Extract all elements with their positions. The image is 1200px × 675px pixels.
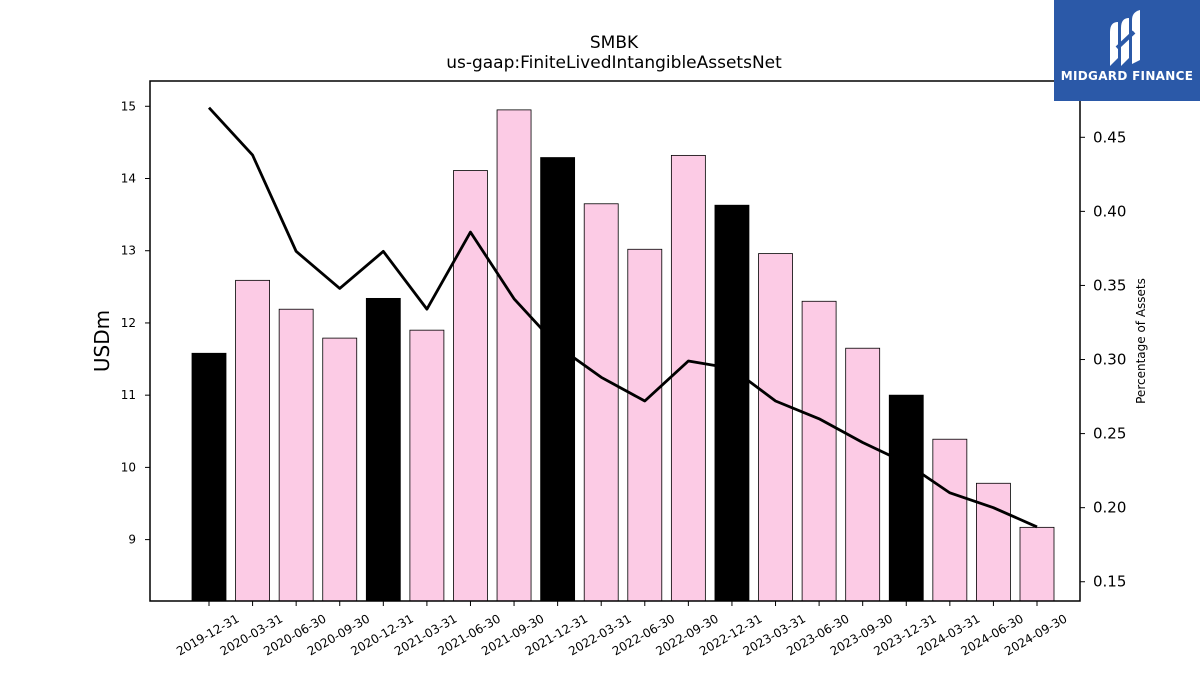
bar-2020-09-30: [322, 337, 358, 602]
chart-subtitle: us-gaap:FiniteLivedIntangibleAssetsNet: [446, 53, 782, 73]
bars-layer: [191, 109, 1055, 602]
y-right-tick-label: 0.30: [1093, 351, 1126, 369]
bar-2023-03-31: [758, 253, 793, 602]
bar-2019-12-31: [191, 352, 227, 602]
bar-2023-12-31: [888, 394, 924, 602]
y-right-tick-label: 0.45: [1093, 128, 1126, 146]
y-tick-label: 10: [121, 460, 136, 474]
y-tick-label: 15: [121, 99, 136, 113]
y-tick-label: 14: [121, 172, 136, 186]
y-right-tick-label: 0.35: [1093, 276, 1126, 294]
bar-2021-09-30: [496, 109, 532, 602]
y-tick-label: 12: [121, 316, 136, 330]
percentage-line: [207, 106, 1038, 529]
bar-2020-03-31: [235, 279, 270, 602]
bar-2022-12-31: [714, 204, 750, 602]
plot-frame: [149, 80, 1081, 602]
bar-2024-09-30: [1019, 526, 1055, 602]
y-axis-right-label: Percentage of Assets: [1134, 278, 1148, 404]
y-right-tick-label: 0.15: [1093, 573, 1126, 591]
bar-2022-03-31: [583, 203, 619, 602]
y-axis-left-label: USDm: [90, 310, 114, 372]
chart-title: SMBK: [590, 33, 639, 53]
logo-text: MIDGARD FINANCE: [1060, 69, 1194, 83]
x-axis: 2019-12-312020-03-312020-06-302020-09-30…: [174, 601, 1070, 658]
bar-2020-12-31: [365, 297, 401, 602]
y-tick-label: 9: [128, 533, 136, 547]
bar-2023-06-30: [801, 300, 837, 602]
y-tick-label: 11: [121, 388, 136, 402]
bar-2021-03-31: [409, 329, 445, 602]
bar-2022-09-30: [670, 154, 706, 602]
bar-2021-12-31: [540, 157, 576, 602]
logo-mark-icon: [1110, 10, 1140, 66]
bar-2022-06-30: [627, 248, 663, 602]
y-right-tick-label: 0.40: [1093, 202, 1126, 220]
bar-2020-06-30: [278, 308, 314, 602]
y-right-tick-label: 0.25: [1093, 425, 1126, 443]
y-right-tick-label: 0.20: [1093, 499, 1126, 517]
y-tick-label: 13: [121, 244, 136, 258]
y-axis-left: 9 10 11 12 13 14 15: [121, 99, 150, 547]
bar-2024-03-31: [932, 438, 968, 602]
line-layer: [207, 106, 1038, 529]
y-axis-right: 0.15 0.20 0.25 0.30 0.35 0.40 0.45: [1080, 128, 1126, 591]
bar-2023-09-30: [845, 347, 881, 602]
brand-logo: MIDGARD FINANCE: [1054, 0, 1200, 101]
bar-2024-06-30: [976, 482, 1011, 602]
bar-2021-06-30: [453, 170, 488, 602]
